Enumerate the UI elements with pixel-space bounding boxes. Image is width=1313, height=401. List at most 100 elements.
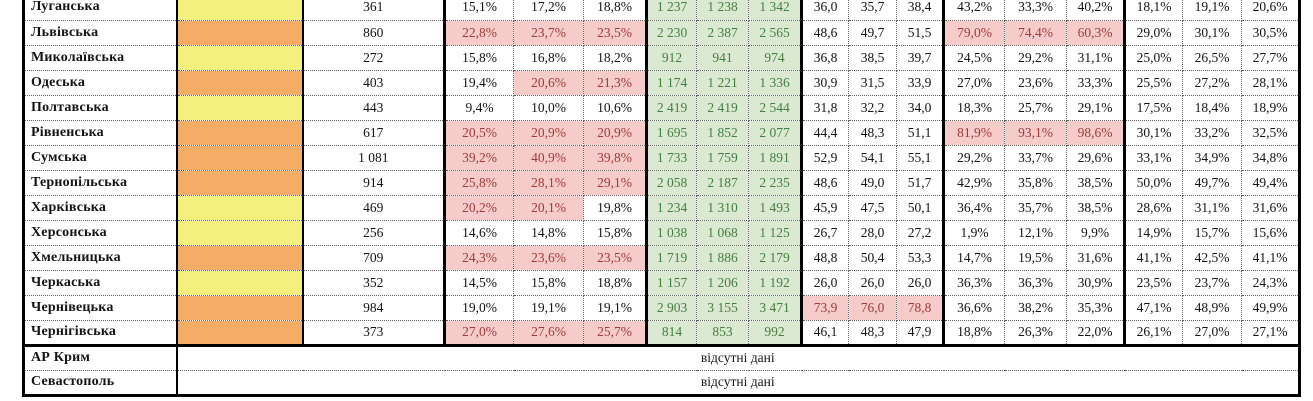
table-row-no-data: АР Крим відсутні дані (23, 343, 1300, 371)
green-value-cell: 1 068 (696, 220, 749, 246)
pct-group1-cell: 15,8% (583, 220, 648, 246)
pct-group5-cell: 28,6% (1124, 195, 1183, 221)
pct-group4-cell: 27,0% (943, 70, 1005, 96)
decimal-value-cell: 36,0 (801, 0, 849, 21)
decimal-value-cell: 49,7 (848, 20, 897, 46)
color-swatch-cell (176, 195, 304, 221)
pct-group1-cell: 19,8% (583, 195, 648, 221)
pct-group5-cell: 48,9% (1182, 295, 1242, 321)
pct-group5-cell: 29,0% (1124, 20, 1183, 46)
region-name-cell: Харківська (23, 195, 178, 221)
table-row-no-data: Севастополь відсутні дані (23, 370, 1300, 396)
green-value-cell: 1 493 (748, 195, 803, 221)
pct-group5-cell: 32,5% (1241, 120, 1300, 146)
pct-group1-cell: 19,1% (583, 295, 648, 321)
count-cell: 984 (302, 295, 446, 321)
green-value-cell: 1 238 (696, 0, 749, 21)
pct-group1-cell: 14,5% (444, 270, 514, 296)
pct-group5-cell: 27,0% (1182, 320, 1242, 346)
pct-group5-cell: 33,1% (1124, 145, 1183, 171)
table-row: Тернопільська 914 25,8% 28,1% 29,1% 2 058 2 18… (23, 170, 1300, 196)
pct-group4-cell: 36,6% (943, 295, 1005, 321)
decimal-value-cell: 26,0 (801, 270, 849, 296)
decimal-value-cell: 47,9 (896, 320, 945, 346)
region-name-cell: Полтавська (23, 95, 178, 121)
decimal-value-cell: 52,9 (801, 145, 849, 171)
pct-group5-cell: 49,9% (1241, 295, 1300, 321)
decimal-value-cell: 34,0 (896, 95, 945, 121)
green-value-cell: 2 419 (646, 95, 697, 121)
pct-group4-cell: 35,7% (1004, 195, 1067, 221)
table-row: Львівська 860 22,8% 23,7% 23,5% 2 230 2 387 2 5… (23, 20, 1300, 46)
green-value-cell: 1 886 (696, 245, 749, 271)
green-value-cell: 1 852 (696, 120, 749, 146)
pct-group4-cell: 23,6% (1004, 70, 1067, 96)
decimal-value-cell: 48,8 (801, 245, 849, 271)
decimal-value-cell: 76,0 (848, 295, 897, 321)
decimal-value-cell: 26,7 (801, 220, 849, 246)
pct-group5-cell: 27,2% (1182, 70, 1242, 96)
pct-group4-cell: 30,9% (1066, 270, 1126, 296)
table-row: Полтавська 443 9,4% 10,0% 10,6% 2 419 2 419 2 5… (23, 95, 1300, 121)
green-value-cell: 1 342 (748, 0, 803, 21)
pct-group5-cell: 49,4% (1241, 170, 1300, 196)
pct-group1-cell: 20,5% (444, 120, 514, 146)
color-swatch-cell (176, 70, 304, 96)
region-name-cell: Херсонська (23, 220, 178, 246)
count-cell: 352 (302, 270, 446, 296)
decimal-value-cell: 53,3 (896, 245, 945, 271)
pct-group1-cell: 23,6% (513, 245, 584, 271)
region-name-cell: Тернопільська (23, 170, 178, 196)
color-swatch-cell (176, 170, 304, 196)
table-row: Херсонська 256 14,6% 14,8% 15,8% 1 038 1 068 1 … (23, 220, 1300, 246)
pct-group4-cell: 22,0% (1066, 320, 1126, 346)
pct-group4-cell: 93,1% (1004, 120, 1067, 146)
pct-group5-cell: 26,1% (1124, 320, 1183, 346)
decimal-value-cell: 48,3 (848, 120, 897, 146)
count-cell: 709 (302, 245, 446, 271)
pct-group5-cell: 47,1% (1124, 295, 1183, 321)
decimal-value-cell: 39,7 (896, 45, 945, 71)
green-value-cell: 974 (748, 45, 803, 71)
no-data-note-cell: відсутні дані (176, 343, 1300, 371)
decimal-value-cell: 32,2 (848, 95, 897, 121)
count-cell: 469 (302, 195, 446, 221)
pct-group5-cell: 14,9% (1124, 220, 1183, 246)
color-swatch-cell (176, 295, 304, 321)
decimal-value-cell: 26,0 (848, 270, 897, 296)
pct-group4-cell: 98,6% (1066, 120, 1126, 146)
pct-group4-cell: 14,7% (943, 245, 1005, 271)
green-value-cell: 1 157 (646, 270, 697, 296)
no-data-note-cell: відсутні дані (176, 370, 1300, 396)
pct-group4-cell: 31,1% (1066, 45, 1126, 71)
green-value-cell: 2 419 (696, 95, 749, 121)
pct-group1-cell: 20,9% (583, 120, 648, 146)
table-row: Харківська 469 20,2% 20,1% 19,8% 1 234 1 310 1 … (23, 195, 1300, 221)
region-name-cell: Луганська (23, 0, 178, 21)
pct-group1-cell: 25,8% (444, 170, 514, 196)
green-value-cell: 2 544 (748, 95, 803, 121)
pct-group4-cell: 33,7% (1004, 145, 1067, 171)
decimal-value-cell: 33,9 (896, 70, 945, 96)
count-cell: 272 (302, 45, 446, 71)
decimal-value-cell: 47,5 (848, 195, 897, 221)
pct-group5-cell: 31,1% (1182, 195, 1242, 221)
pct-group1-cell: 22,8% (444, 20, 514, 46)
pct-group1-cell: 19,1% (513, 295, 584, 321)
color-swatch-cell (176, 20, 304, 46)
pct-group4-cell: 25,7% (1004, 95, 1067, 121)
pct-group4-cell: 38,2% (1004, 295, 1067, 321)
pct-group4-cell: 24,5% (943, 45, 1005, 71)
green-value-cell: 1 695 (646, 120, 697, 146)
decimal-value-cell: 31,8 (801, 95, 849, 121)
count-cell: 860 (302, 20, 446, 46)
decimal-value-cell: 50,1 (896, 195, 945, 221)
pct-group5-cell: 49,7% (1182, 170, 1242, 196)
pct-group4-cell: 42,9% (943, 170, 1005, 196)
green-value-cell: 1 174 (646, 70, 697, 96)
decimal-value-cell: 73,9 (801, 295, 849, 321)
pct-group4-cell: 79,0% (943, 20, 1005, 46)
pct-group5-cell: 33,2% (1182, 120, 1242, 146)
table-row: Луганська 361 15,1% 17,2% 18,8% 1 237 1 238 1 3… (23, 0, 1300, 21)
decimal-value-cell: 55,1 (896, 145, 945, 171)
